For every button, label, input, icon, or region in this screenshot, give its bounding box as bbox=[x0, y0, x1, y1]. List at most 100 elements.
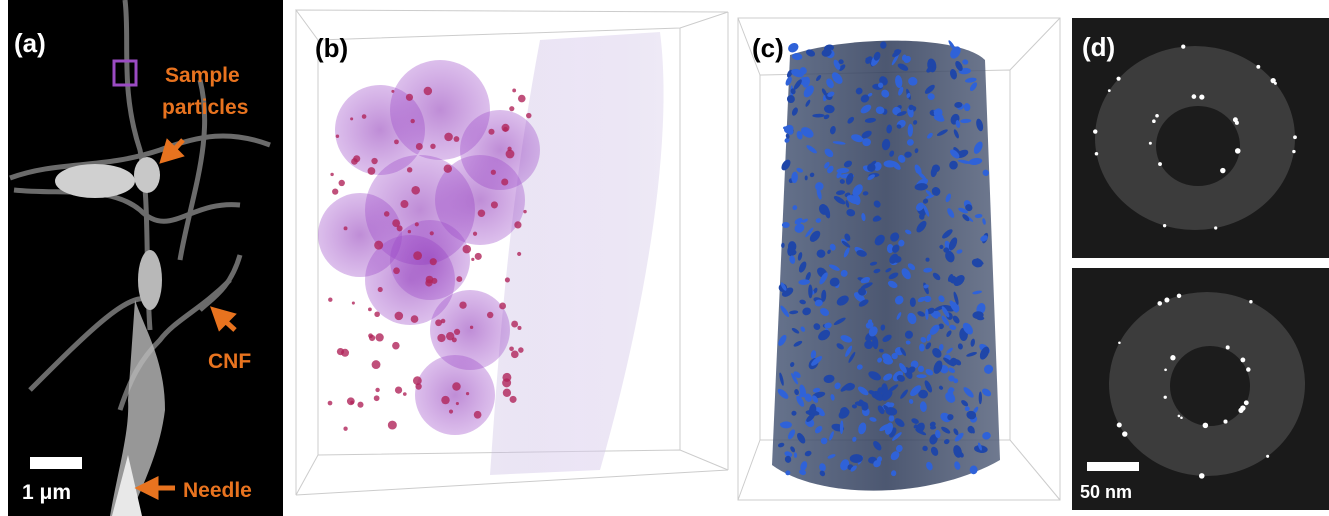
dot bbox=[836, 295, 849, 306]
dot bbox=[962, 322, 973, 335]
dot bbox=[490, 169, 496, 175]
dot bbox=[813, 287, 818, 294]
dot bbox=[351, 158, 358, 165]
spot bbox=[1232, 117, 1238, 123]
dot bbox=[901, 268, 911, 280]
dot bbox=[446, 331, 455, 341]
dot bbox=[783, 126, 789, 130]
dot bbox=[860, 94, 870, 103]
dot bbox=[789, 310, 799, 315]
dot bbox=[947, 388, 954, 397]
spot bbox=[1249, 300, 1253, 304]
dot bbox=[949, 300, 958, 313]
dot bbox=[836, 343, 844, 350]
dot bbox=[972, 290, 982, 295]
dot bbox=[938, 385, 944, 390]
dot bbox=[809, 230, 821, 242]
dot bbox=[858, 287, 867, 296]
dot bbox=[785, 76, 792, 86]
dot bbox=[860, 282, 873, 290]
spot bbox=[1122, 431, 1128, 437]
dot bbox=[791, 327, 800, 334]
dot bbox=[799, 76, 809, 86]
dot bbox=[505, 149, 515, 159]
dot bbox=[957, 343, 963, 350]
dot bbox=[972, 406, 979, 414]
dot bbox=[371, 157, 378, 165]
dot bbox=[780, 305, 790, 318]
dot bbox=[791, 171, 798, 184]
dot bbox=[905, 229, 912, 235]
dot bbox=[425, 279, 433, 287]
dot bbox=[400, 200, 409, 209]
dot bbox=[405, 93, 414, 101]
dot bbox=[453, 136, 460, 142]
dot bbox=[922, 445, 928, 452]
dot bbox=[823, 205, 831, 219]
dot bbox=[851, 404, 857, 409]
dot bbox=[800, 461, 808, 471]
dot bbox=[953, 378, 959, 384]
dot bbox=[860, 104, 872, 114]
dot bbox=[862, 191, 869, 196]
dot bbox=[883, 373, 893, 381]
dot bbox=[443, 164, 453, 173]
dot bbox=[828, 264, 840, 271]
dot bbox=[456, 276, 463, 283]
dot bbox=[431, 277, 438, 284]
particle-cluster bbox=[134, 157, 160, 193]
dot bbox=[955, 60, 963, 71]
dot bbox=[861, 403, 869, 411]
dot bbox=[790, 88, 796, 95]
particles bbox=[318, 60, 540, 435]
dot bbox=[896, 111, 907, 117]
spot bbox=[1270, 77, 1276, 84]
dot bbox=[978, 391, 982, 405]
dot bbox=[375, 387, 380, 393]
spot bbox=[1093, 129, 1098, 134]
dot bbox=[781, 222, 790, 228]
dot bbox=[979, 346, 990, 360]
dot bbox=[343, 226, 348, 231]
dot bbox=[387, 420, 397, 430]
dot bbox=[796, 167, 803, 173]
dot bbox=[847, 116, 855, 124]
spot bbox=[1223, 419, 1228, 424]
spot bbox=[1180, 416, 1183, 420]
dot bbox=[855, 87, 863, 95]
spot bbox=[1158, 162, 1162, 166]
dot bbox=[815, 218, 822, 223]
dot bbox=[787, 429, 796, 440]
arrows bbox=[134, 138, 237, 501]
dot bbox=[474, 252, 482, 260]
dot bbox=[368, 333, 373, 339]
dot bbox=[914, 148, 919, 154]
dot bbox=[788, 42, 799, 53]
dot bbox=[392, 341, 400, 350]
dot bbox=[966, 410, 977, 420]
dot bbox=[934, 310, 941, 317]
dot bbox=[916, 374, 927, 379]
dot bbox=[502, 372, 512, 382]
dot bbox=[829, 431, 834, 441]
dot bbox=[925, 368, 934, 376]
dot bbox=[517, 325, 522, 330]
dot bbox=[923, 284, 929, 289]
dot bbox=[871, 393, 877, 399]
dot bbox=[394, 139, 399, 145]
dot bbox=[394, 311, 404, 321]
dot bbox=[517, 251, 522, 256]
dot bbox=[499, 302, 507, 310]
dot bbox=[948, 237, 958, 251]
dot bbox=[812, 395, 819, 403]
dot bbox=[455, 401, 459, 406]
dot bbox=[486, 311, 494, 319]
dot bbox=[793, 340, 803, 347]
dot bbox=[808, 284, 813, 299]
dot bbox=[925, 194, 935, 199]
dot bbox=[843, 247, 850, 258]
dot bbox=[939, 244, 944, 249]
dot bbox=[956, 249, 963, 254]
dot bbox=[976, 258, 984, 265]
dot bbox=[894, 418, 905, 427]
